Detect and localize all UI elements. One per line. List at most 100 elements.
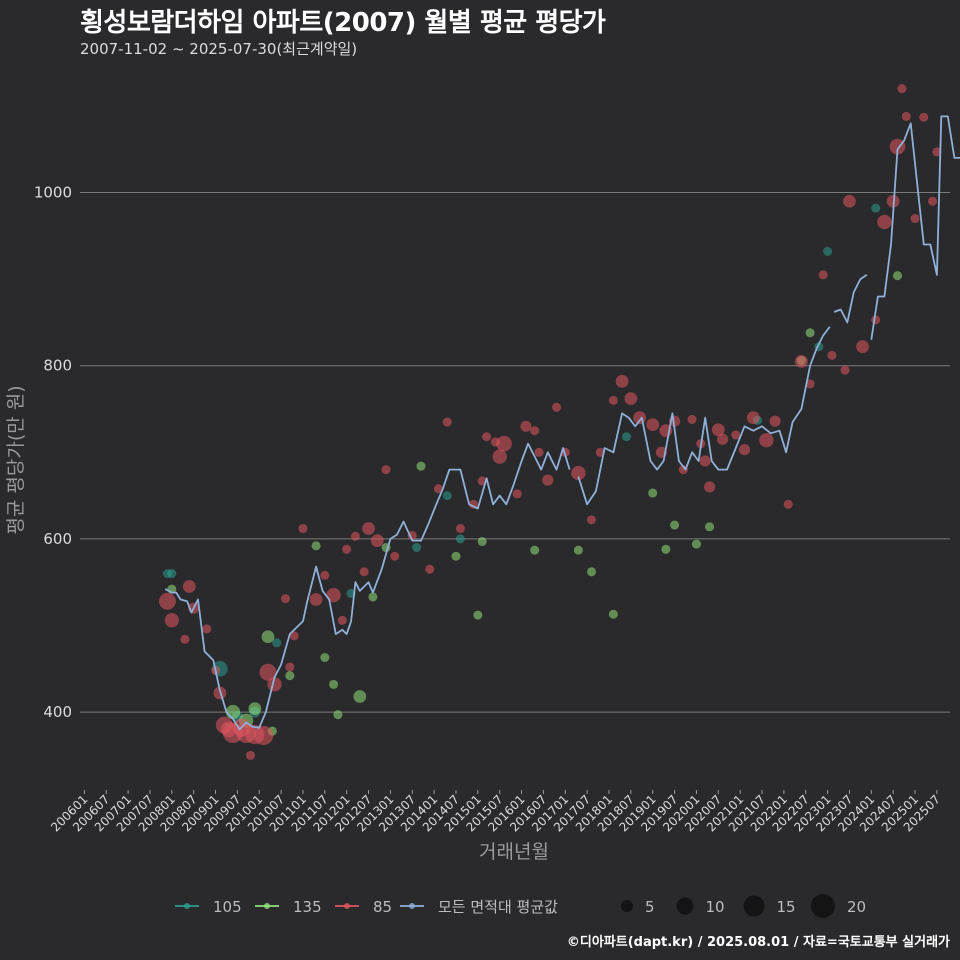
point-85 — [342, 544, 352, 554]
average-line-segment — [577, 326, 831, 506]
point-85 — [877, 214, 892, 230]
point-85 — [769, 415, 781, 427]
point-135 — [805, 328, 815, 338]
point-85 — [158, 592, 176, 610]
point-135 — [705, 522, 715, 532]
point-135 — [661, 544, 671, 554]
point-85 — [180, 634, 190, 644]
point-85 — [350, 531, 360, 541]
average-line — [164, 115, 960, 731]
grid-lines — [80, 192, 950, 713]
scatter-points — [158, 84, 942, 760]
y-axis-title: 평균 평당가(만 원) — [5, 385, 27, 534]
legend-marker-1 — [264, 903, 270, 909]
point-85 — [309, 593, 323, 606]
point-85 — [433, 484, 444, 494]
size-legend-circle-1 — [676, 897, 694, 915]
point-85 — [794, 355, 808, 368]
point-85 — [738, 444, 751, 456]
average-line-segment — [870, 115, 960, 340]
point-85 — [496, 435, 512, 452]
point-85 — [164, 613, 179, 628]
point-85 — [326, 588, 341, 603]
point-105 — [823, 246, 833, 256]
point-135 — [311, 541, 321, 551]
point-135 — [648, 488, 658, 498]
point-85 — [285, 662, 295, 672]
point-85 — [704, 481, 716, 493]
point-105 — [455, 534, 465, 544]
y-tick-400: 400 — [43, 703, 72, 721]
point-85 — [932, 147, 942, 157]
size-legend-label-2: 15 — [777, 898, 796, 916]
point-85 — [390, 551, 400, 561]
point-85 — [482, 432, 492, 442]
legend: 105 135 85 모든 면적대 평균값 5 10 15 20 — [175, 894, 866, 918]
y-tick-600: 600 — [43, 530, 72, 548]
point-135 — [353, 690, 367, 703]
point-85 — [337, 615, 347, 625]
chart-subtitle: 2007-11-02 ~ 2025-07-30(최근계약일) — [80, 40, 358, 58]
point-135 — [333, 710, 343, 720]
footer-credit: ©디아파트(dapt.kr) / 2025.08.01 / 자료=국토교통부 실… — [566, 935, 950, 950]
size-legend-circle-0 — [621, 900, 633, 912]
point-85 — [259, 663, 277, 681]
point-85 — [633, 411, 646, 425]
point-85 — [571, 465, 586, 481]
point-85 — [552, 402, 562, 412]
legend-label-3: 모든 면적대 평균값 — [438, 898, 558, 916]
point-85 — [289, 631, 299, 641]
point-85 — [425, 564, 435, 574]
point-85 — [530, 426, 540, 436]
point-135 — [573, 545, 583, 555]
point-135 — [368, 592, 378, 602]
point-85 — [362, 522, 375, 535]
legend-marker-0 — [184, 903, 190, 909]
point-135 — [670, 520, 680, 530]
point-85 — [927, 196, 938, 206]
size-legend-label-1: 10 — [706, 898, 725, 916]
point-85 — [492, 449, 507, 464]
point-85 — [840, 365, 850, 375]
point-85 — [534, 447, 544, 457]
legend-label-0: 105 — [213, 898, 242, 916]
point-85 — [608, 395, 618, 405]
point-135 — [261, 630, 275, 644]
point-85 — [320, 570, 330, 580]
point-135 — [225, 704, 241, 720]
point-85 — [759, 433, 774, 448]
point-135 — [473, 610, 483, 620]
point-85 — [245, 750, 256, 760]
chart-title: 횡성보람더하임 아파트(2007) 월별 평균 평당가 — [80, 8, 606, 38]
legend-label-2: 85 — [373, 898, 392, 916]
point-105 — [871, 203, 881, 213]
y-tick-labels: 400 600 800 1000 — [34, 184, 72, 722]
point-85 — [280, 594, 291, 604]
point-85 — [442, 417, 452, 427]
point-135 — [477, 536, 487, 547]
point-85 — [901, 111, 911, 121]
point-135 — [691, 539, 701, 549]
point-85 — [298, 523, 308, 534]
point-85 — [897, 84, 907, 94]
point-135 — [285, 671, 295, 681]
point-85 — [624, 392, 638, 406]
point-85 — [856, 340, 869, 354]
point-85 — [805, 379, 815, 389]
point-85 — [687, 414, 697, 424]
point-85 — [919, 112, 929, 122]
point-85 — [711, 423, 725, 437]
point-135 — [320, 652, 330, 663]
legend-marker-2 — [344, 903, 350, 909]
size-legend-label-3: 20 — [847, 898, 866, 916]
point-135 — [329, 679, 339, 689]
point-135 — [586, 567, 597, 577]
point-135 — [608, 609, 618, 619]
point-105 — [272, 638, 282, 648]
point-85 — [746, 411, 760, 425]
point-85 — [717, 433, 729, 445]
point-135 — [893, 271, 903, 281]
point-85 — [359, 567, 369, 577]
legend-marker-3 — [409, 903, 415, 909]
